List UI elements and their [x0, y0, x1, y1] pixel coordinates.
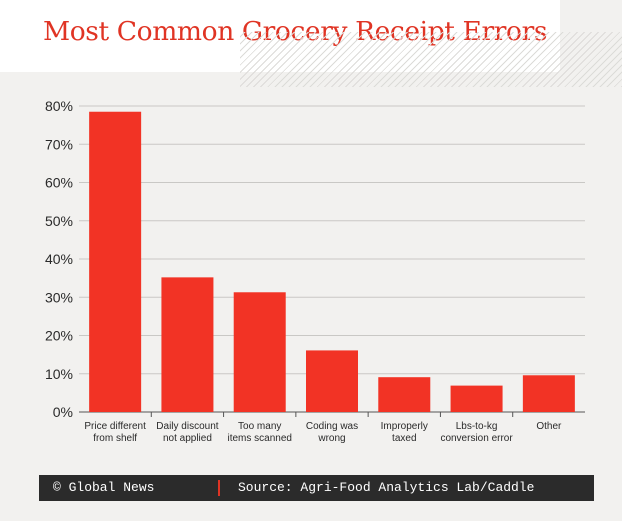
footer-bar: © Global News Source: Agri-Food Analytic… — [39, 475, 594, 501]
y-tick-label: 0% — [53, 404, 73, 420]
bar — [161, 277, 214, 412]
x-tick-label: Price different from shelf — [84, 421, 146, 444]
bar — [233, 292, 286, 412]
y-tick-label: 10% — [45, 366, 73, 382]
global-news-credit: © Global News — [53, 480, 155, 495]
decorative-hatch — [240, 32, 622, 87]
x-tick-label: Lbs-to-kg conversion error — [440, 421, 513, 444]
y-tick-label: 40% — [45, 251, 73, 267]
x-tick-label: Other — [536, 421, 562, 432]
y-tick-label: 50% — [45, 213, 73, 229]
bar — [306, 350, 358, 412]
y-tick-label: 80% — [45, 98, 73, 114]
x-tick-label: Coding was wrong — [306, 421, 358, 444]
footer-separator — [218, 480, 220, 496]
bar — [522, 375, 575, 412]
x-tick-label: Improperly taxed — [381, 421, 428, 444]
y-tick-label: 20% — [45, 328, 73, 344]
bar — [378, 377, 431, 412]
bar — [89, 111, 142, 413]
bar-chart: 0% 10% 20% 30% 40% 50% 60% 70% 80% Price differen… — [45, 98, 585, 444]
bar — [450, 385, 503, 412]
source-credit: Source: Agri-Food Analytics Lab/Caddle — [238, 480, 535, 495]
y-tick-label: 60% — [45, 175, 73, 191]
y-tick-label: 70% — [45, 136, 73, 152]
y-tick-label: 30% — [45, 289, 73, 305]
x-tick-label: Daily discount not applied — [156, 421, 218, 444]
x-tick-label: Too many items scanned — [227, 421, 291, 444]
